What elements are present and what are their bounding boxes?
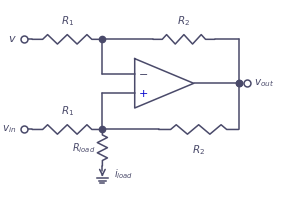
Text: $v_{out}$: $v_{out}$ — [254, 77, 274, 89]
Text: $R_1$: $R_1$ — [61, 104, 74, 118]
Text: $+$: $+$ — [138, 88, 148, 99]
Text: $-$: $-$ — [138, 68, 148, 78]
Text: $v$: $v$ — [8, 34, 17, 44]
Text: $R_2$: $R_2$ — [177, 14, 191, 27]
Text: $R_1$: $R_1$ — [61, 14, 74, 27]
Text: $i_{load}$: $i_{load}$ — [114, 168, 133, 181]
Text: $v_{in}$: $v_{in}$ — [2, 124, 17, 135]
Text: $R_2$: $R_2$ — [192, 143, 205, 157]
Text: $R_{load}$: $R_{load}$ — [72, 141, 96, 155]
